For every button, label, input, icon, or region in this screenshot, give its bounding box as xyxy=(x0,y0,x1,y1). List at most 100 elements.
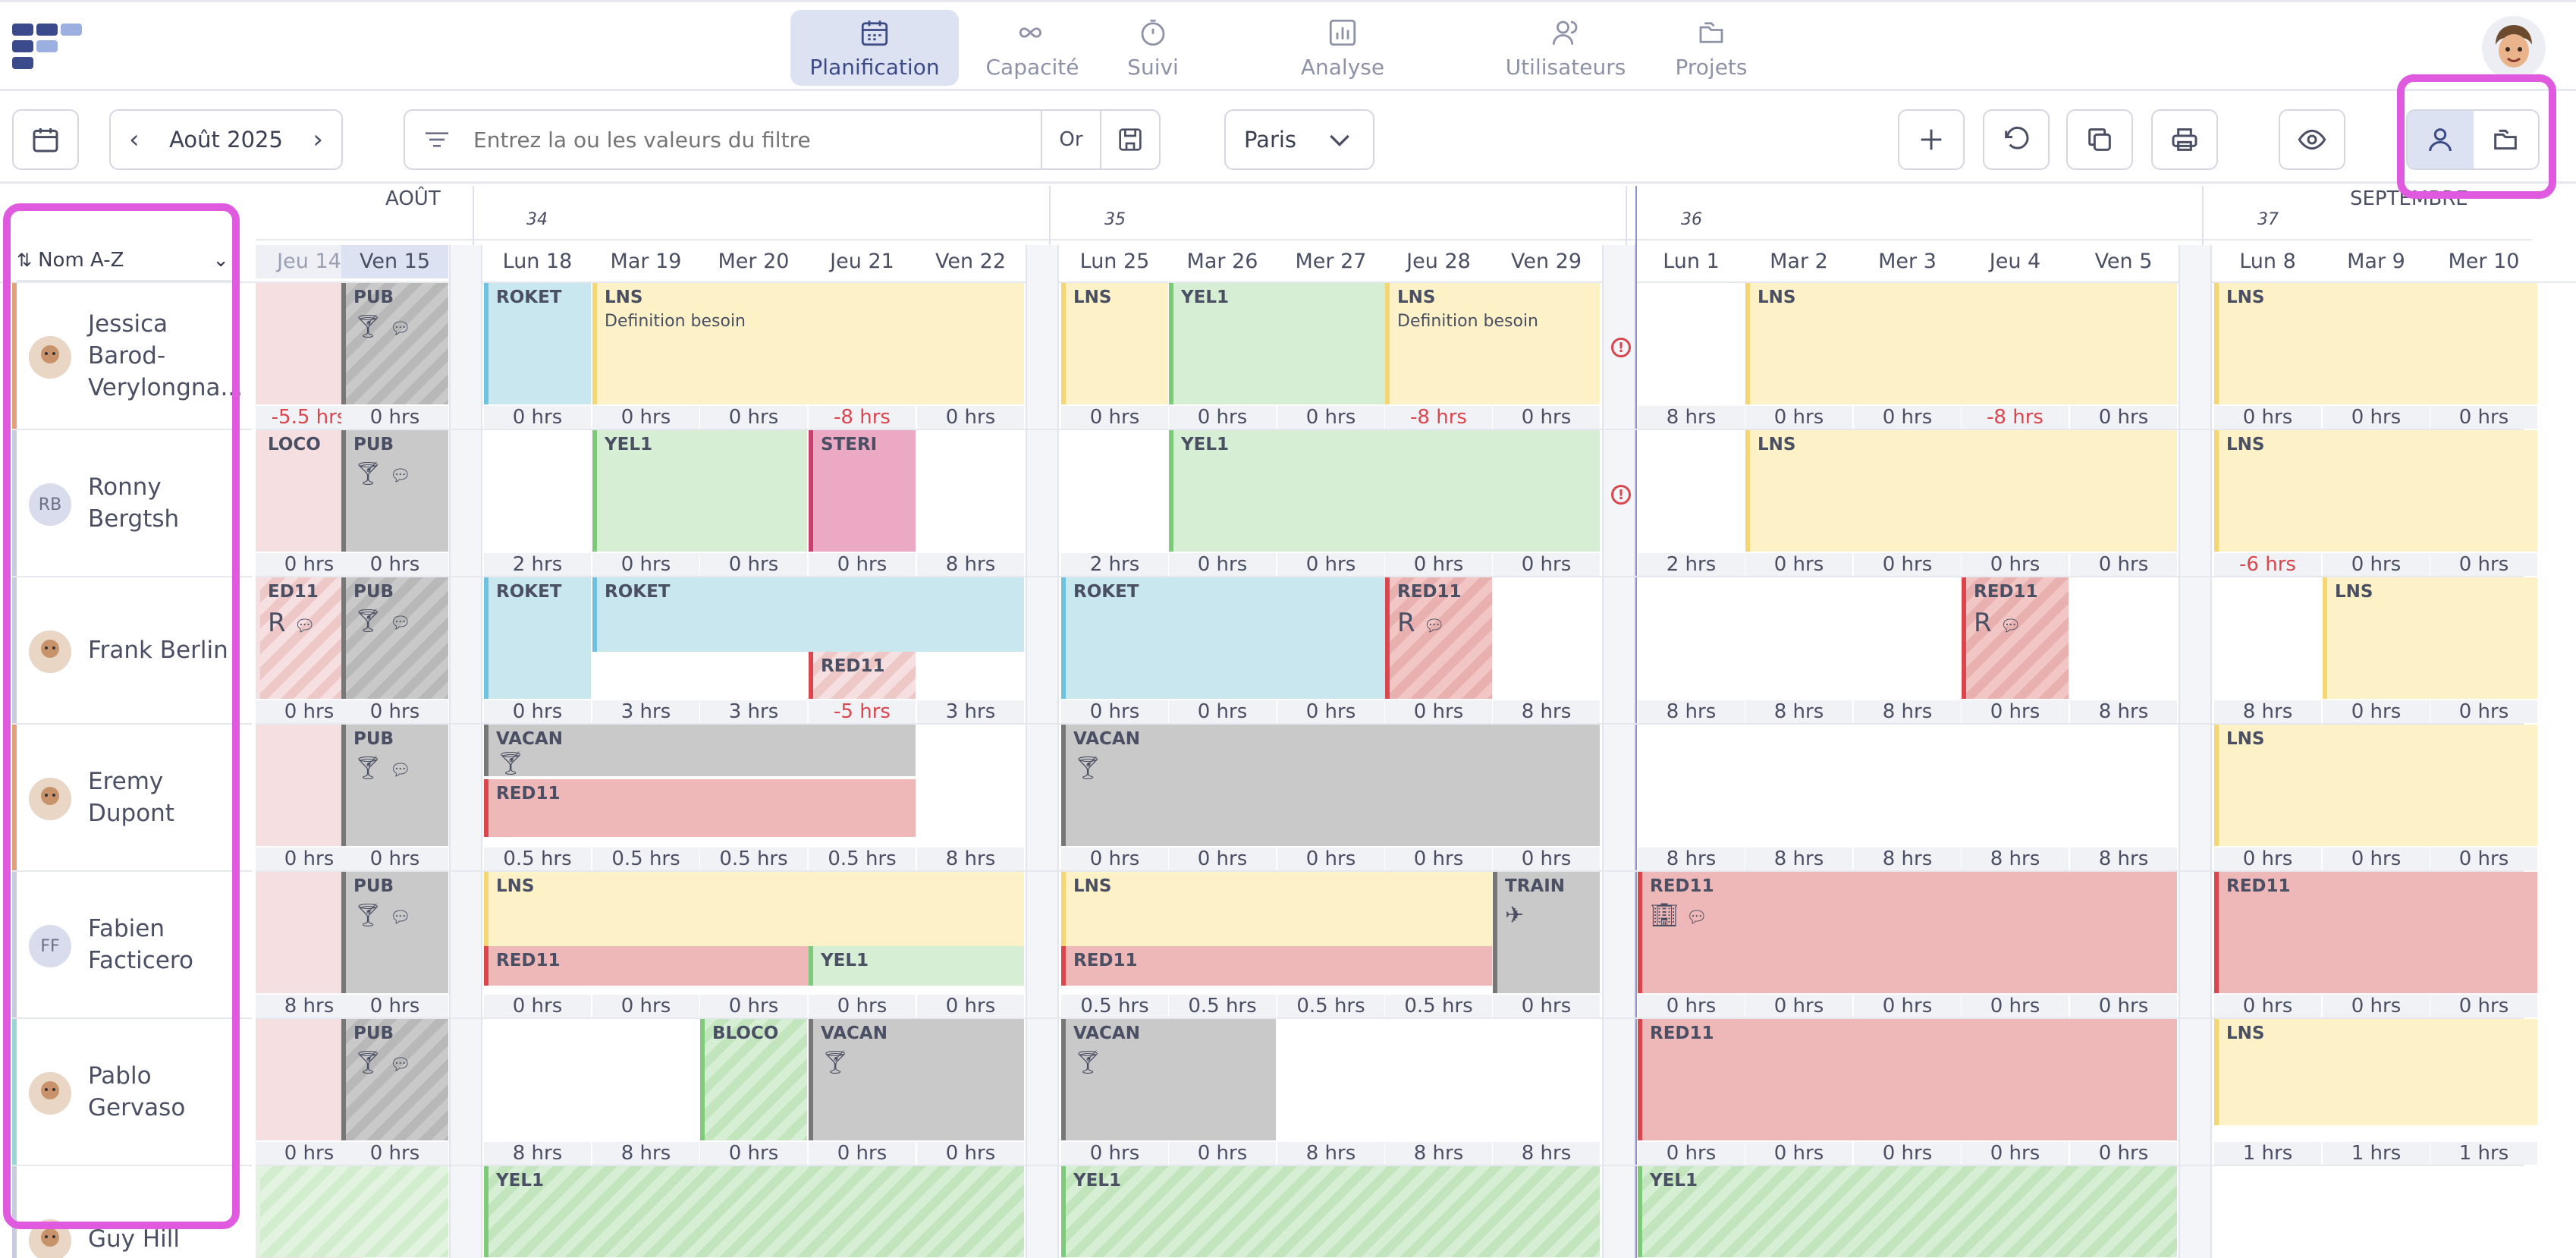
nav-utilisateurs[interactable]: Utilisateurs xyxy=(1497,10,1634,86)
event-label: YEL1 xyxy=(1181,435,1230,454)
event-label: RED11 xyxy=(1397,582,1462,602)
event-lns[interactable]: LNS xyxy=(2214,725,2537,846)
hours-cell: 2 hrs xyxy=(484,553,591,576)
city-select[interactable]: Paris xyxy=(1224,109,1374,170)
hours-cell: 0 hrs xyxy=(700,406,807,429)
event-vacan[interactable]: VACAN 🍸︎ xyxy=(1061,1019,1276,1140)
event-lns[interactable]: LNS xyxy=(1061,283,1168,404)
event-yel1[interactable]: YEL1 xyxy=(1169,430,1600,552)
save-icon[interactable] xyxy=(1115,124,1145,155)
event-lns[interactable]: LNS xyxy=(2214,1019,2537,1125)
comment-icon: 💬︎ xyxy=(389,908,411,927)
event-yel1[interactable]: YEL1 xyxy=(809,946,1024,986)
app-logo[interactable] xyxy=(12,24,88,74)
event-red11[interactable]: RED11 R 💬︎ xyxy=(1962,577,2069,699)
event-red11[interactable]: RED11 xyxy=(809,652,916,699)
add-button[interactable] xyxy=(1898,109,1965,170)
or-toggle[interactable]: Or xyxy=(1041,111,1101,168)
nav-capacite[interactable]: Capacité xyxy=(971,10,1094,86)
event-pub[interactable]: PUB 🍸︎ 💬︎ xyxy=(341,577,448,699)
person-row[interactable]: RB Ronny Bergtsh xyxy=(12,430,252,577)
warning-icon[interactable]: ! xyxy=(1611,338,1631,357)
avatar-photo-icon xyxy=(29,778,71,820)
warning-icon[interactable]: ! xyxy=(1611,485,1631,505)
event-yel1[interactable]: YEL1 xyxy=(1061,1166,1600,1257)
event-vacan[interactable]: VACAN 🍸︎ xyxy=(484,725,916,777)
person-row[interactable]: Guy Hill xyxy=(12,1166,252,1258)
view-users-toggle[interactable] xyxy=(2408,111,2474,168)
print-button[interactable] xyxy=(2151,109,2218,170)
event-pub[interactable]: PUB 🍸︎ 💬︎ xyxy=(341,725,448,846)
undo-button[interactable] xyxy=(1983,109,2050,170)
event-label: YEL1 xyxy=(1650,1171,1698,1190)
event-label: LNS xyxy=(1397,288,1436,307)
person-name: Eremy Dupont xyxy=(88,768,174,827)
hours-cell: 0.5 hrs xyxy=(1061,995,1168,1017)
event-yel1[interactable]: YEL1 xyxy=(1638,1166,2177,1257)
folders-icon xyxy=(1699,22,1723,43)
event-lns[interactable]: LNS xyxy=(2214,430,2537,552)
visibility-button[interactable] xyxy=(2279,109,2345,170)
comment-icon: 💬︎ xyxy=(1423,617,1445,636)
event-red11[interactable]: RED11 xyxy=(2214,872,2537,993)
event-pub[interactable]: PUB 🍸︎ 💬︎ xyxy=(341,283,448,404)
duplicate-button[interactable] xyxy=(2066,109,2133,170)
nav-projets[interactable]: Projets xyxy=(1666,10,1757,86)
nav-suivi[interactable]: Suivi xyxy=(1115,10,1191,86)
event-lns[interactable]: LNS Definition besoin xyxy=(592,283,1024,404)
event-roket[interactable]: ROKET xyxy=(484,577,591,699)
event-red11[interactable]: RED11 xyxy=(1061,946,1492,986)
nav-planification[interactable]: Planification xyxy=(790,10,959,86)
view-projects-toggle[interactable] xyxy=(2474,111,2538,168)
event-yel1[interactable]: YEL1 xyxy=(592,430,807,552)
event-red11[interactable]: RED11 xyxy=(484,779,916,837)
comment-icon: 💬︎ xyxy=(389,319,411,338)
event-lns[interactable]: LNS xyxy=(2323,577,2537,699)
event-yel1[interactable]: YEL1 xyxy=(256,1166,448,1257)
event-train[interactable]: TRAIN ✈︎ xyxy=(1493,872,1600,993)
person-color-bar xyxy=(12,1166,17,1258)
person-row[interactable]: Frank Berlin xyxy=(12,577,252,725)
folders-icon xyxy=(2494,129,2518,150)
hours-cell: 0 hrs xyxy=(1277,700,1384,723)
person-row[interactable]: Pablo Gervaso xyxy=(12,1019,252,1166)
event-red11[interactable]: RED11 R 💬︎ xyxy=(1385,577,1492,699)
chevron-left-icon[interactable]: ‹ xyxy=(129,124,140,155)
event-label: PUB xyxy=(353,876,394,896)
person-row[interactable]: FF Fabien Facticero xyxy=(12,872,252,1019)
event-label: LNS xyxy=(2226,288,2265,307)
calendar-picker-button[interactable] xyxy=(12,109,79,170)
sort-button[interactable]: ⇅ Nom A-Z ⌄ xyxy=(17,241,237,281)
event-pub[interactable]: PUB 🍸︎ 💬︎ xyxy=(341,872,448,993)
comment-icon: 💬︎ xyxy=(1685,908,1707,927)
hours-cell: 3 hrs xyxy=(592,700,699,723)
chevron-right-icon[interactable]: › xyxy=(313,124,323,155)
user-avatar[interactable] xyxy=(2482,16,2546,80)
cocktail-icon: 🍸︎ 💬︎ xyxy=(353,313,411,340)
event-vacan[interactable]: VACAN 🍸︎ xyxy=(809,1019,1024,1140)
event-lns[interactable]: LNS Definition besoin xyxy=(1385,283,1600,404)
event-lns[interactable]: LNS xyxy=(1745,283,2177,404)
person-row[interactable]: Jessica Barod-Verylongna... xyxy=(12,283,252,430)
event-roket[interactable]: ROKET xyxy=(484,283,591,404)
event-lns[interactable]: LNS xyxy=(1745,430,2177,552)
hours-cell: 0.5 hrs xyxy=(1385,995,1492,1017)
event-vacan[interactable]: VACAN 🍸︎ xyxy=(1061,725,1600,846)
event-pub[interactable]: PUB 🍸︎ 💬︎ xyxy=(341,430,448,552)
month-septembre: SEPTEMBRE xyxy=(2350,187,2468,210)
event-roket[interactable]: ROKET xyxy=(592,577,1024,652)
event-label: ED11 xyxy=(268,582,319,602)
event-lns[interactable]: LNS xyxy=(484,872,1024,946)
event-pub[interactable]: PUB 🍸︎ 💬︎ xyxy=(341,1019,448,1140)
nav-analyse[interactable]: Analyse xyxy=(1282,10,1403,86)
filter-input[interactable] xyxy=(473,127,1019,153)
event-bloco[interactable]: BLOCO xyxy=(700,1019,807,1140)
event-yel1[interactable]: YEL1 xyxy=(484,1166,1024,1257)
event-steri[interactable]: STERI xyxy=(809,430,916,552)
event-lns[interactable]: LNS xyxy=(1061,872,1492,946)
event-red11[interactable]: RED11 xyxy=(1638,1019,2177,1140)
person-row[interactable]: Eremy Dupont xyxy=(12,725,252,872)
event-lns[interactable]: LNS xyxy=(2214,283,2537,404)
hours-cell: 0 hrs xyxy=(917,1142,1024,1165)
event-red11[interactable]: RED11 🏢︎ 💬︎ xyxy=(1638,872,2177,993)
